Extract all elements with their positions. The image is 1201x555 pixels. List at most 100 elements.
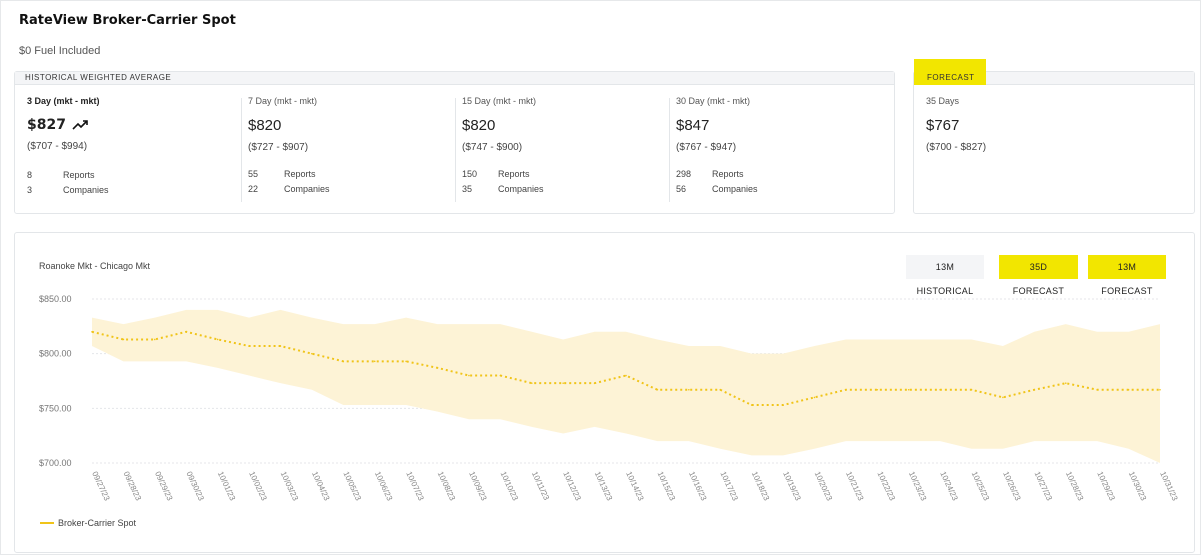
rate-range: ($707 - $994) — [27, 141, 88, 152]
x-tick-label: 10/02/23 — [247, 470, 269, 503]
forecast-card: FORECAST 35 Days $767 ($700 - $827) — [913, 59, 1195, 214]
rate-value: $847 — [676, 117, 710, 134]
lane-label: Roanoke Mkt - Chicago Mkt — [39, 261, 151, 271]
data-point — [750, 404, 753, 406]
data-point — [1064, 382, 1067, 384]
x-tick-label: 10/08/23 — [436, 470, 458, 503]
forecast-period: 35 Days — [926, 96, 960, 106]
data-point — [656, 388, 659, 391]
rate-value-text: $827 — [27, 117, 66, 133]
x-tick-label: 10/11/23 — [530, 470, 551, 502]
reports-count: 8 — [27, 170, 33, 180]
companies-count: 22 — [248, 184, 259, 194]
x-tick-label: 10/19/23 — [781, 470, 803, 503]
x-tick-label: 10/10/23 — [499, 470, 521, 503]
period-label: 7 Day (mkt - mkt) — [248, 96, 317, 106]
x-tick-label: 10/29/23 — [1095, 470, 1117, 503]
x-tick-label: 10/13/23 — [593, 470, 615, 503]
rate-range: ($767 - $947) — [676, 142, 737, 153]
x-tick-label: 10/03/23 — [279, 470, 301, 503]
data-point — [845, 388, 847, 391]
x-tick-label: 10/30/23 — [1127, 470, 1149, 503]
data-point — [1096, 388, 1098, 391]
hist-col-15day: 15 Day (mkt - mkt) $820 ($747 - $900) 15… — [462, 96, 667, 204]
data-point — [625, 374, 627, 377]
data-point — [122, 338, 125, 341]
data-point — [311, 352, 313, 355]
x-tick-label: 10/09/23 — [467, 470, 489, 503]
historical-label: HISTORICAL WEIGHTED AVERAGE — [25, 73, 172, 82]
companies-count: 35 — [462, 184, 473, 194]
x-tick-label: 09/28/23 — [122, 470, 144, 503]
data-point — [970, 388, 973, 391]
forecast-label: FORECAST — [927, 73, 975, 82]
chart-legend: Broker-Carrier Spot — [40, 518, 136, 528]
data-point — [813, 396, 816, 399]
companies-count: 3 — [27, 185, 33, 195]
reports-label: Reports — [498, 169, 530, 179]
forecast-range: ($700 - $827) — [926, 142, 987, 153]
35d-forecast-button[interactable]: 35D FORECAST — [999, 255, 1078, 296]
reports-label: Reports — [712, 169, 744, 179]
period-label: 15 Day (mkt - mkt) — [462, 96, 537, 106]
x-tick-label: 10/04/23 — [310, 470, 332, 503]
data-point — [688, 388, 690, 391]
data-point — [876, 388, 879, 391]
data-point — [468, 374, 470, 377]
data-point — [436, 367, 439, 369]
data-point — [782, 404, 784, 406]
x-tick-label: 10/17/23 — [718, 470, 740, 503]
chart-card: Roanoke Mkt - Chicago Mkt 13M HISTORICAL… — [14, 232, 1195, 553]
x-tick-label: 09/30/23 — [184, 470, 206, 503]
reports-label: Reports — [284, 169, 316, 179]
rate-chart: $850.00 $800.00 $750.00 $700.00 09/27/23 09/2… — [39, 294, 1180, 503]
data-point — [216, 338, 219, 341]
column-divider — [455, 98, 456, 202]
hist-col-30day: 30 Day (mkt - mkt) $847 ($767 - $947) 29… — [676, 96, 881, 204]
stats: 55 Reports 22 Companies — [248, 167, 453, 197]
x-tick-label: 10/01/23 — [216, 470, 238, 503]
legend-label: Broker-Carrier Spot — [58, 518, 137, 528]
data-point — [499, 374, 502, 377]
rate-value: $827 — [27, 117, 237, 133]
historical-card: HISTORICAL WEIGHTED AVERAGE 3 Day (mkt -… — [14, 71, 895, 214]
x-tick-label: 10/24/23 — [938, 470, 960, 503]
data-point — [593, 382, 596, 384]
data-point — [1033, 388, 1036, 391]
companies-label: Companies — [284, 184, 330, 194]
rate-value: $820 — [248, 117, 282, 134]
x-tick-label: 10/27/23 — [1033, 470, 1055, 503]
data-point — [342, 360, 345, 363]
fuel-note: $0 Fuel Included — [19, 45, 101, 57]
stats: 150 Reports 35 Companies — [462, 167, 667, 197]
data-point — [154, 338, 156, 341]
data-point — [562, 382, 564, 384]
x-tick-label: 10/25/23 — [970, 470, 992, 503]
rate-range: ($727 - $907) — [248, 142, 309, 153]
stats: 298 Reports 56 Companies — [676, 167, 881, 197]
data-point — [939, 388, 941, 391]
companies-label: Companies — [712, 184, 758, 194]
13m-historical-button[interactable]: 13M HISTORICAL — [906, 255, 984, 296]
x-tick-label: 10/15/23 — [656, 470, 678, 503]
column-divider — [241, 98, 242, 202]
rate-range: ($747 - $900) — [462, 142, 523, 153]
data-point — [405, 360, 407, 363]
forecast-col: 35 Days $767 ($700 - $827) — [926, 96, 1176, 204]
forecast-tab: FORECAST — [914, 59, 986, 85]
period-label: 3 Day (mkt - mkt) — [27, 96, 100, 106]
13m-forecast-button[interactable]: 13M FORECAST — [1088, 255, 1166, 296]
x-tick-label: 10/28/23 — [1064, 470, 1086, 503]
forecast-value: $767 — [926, 117, 960, 134]
x-tick-label: 10/14/23 — [624, 470, 646, 503]
x-tick-label: 10/23/23 — [907, 470, 929, 503]
stats: 8 Reports 3 Companies — [27, 168, 237, 198]
reports-count: 55 — [248, 169, 259, 179]
data-point — [719, 388, 722, 391]
data-point — [1002, 396, 1004, 399]
data-point — [530, 382, 533, 384]
x-tick-label: 10/20/23 — [813, 470, 835, 503]
y-tick-label: $850.00 — [39, 294, 72, 304]
x-tick-label: 10/16/23 — [687, 470, 709, 503]
